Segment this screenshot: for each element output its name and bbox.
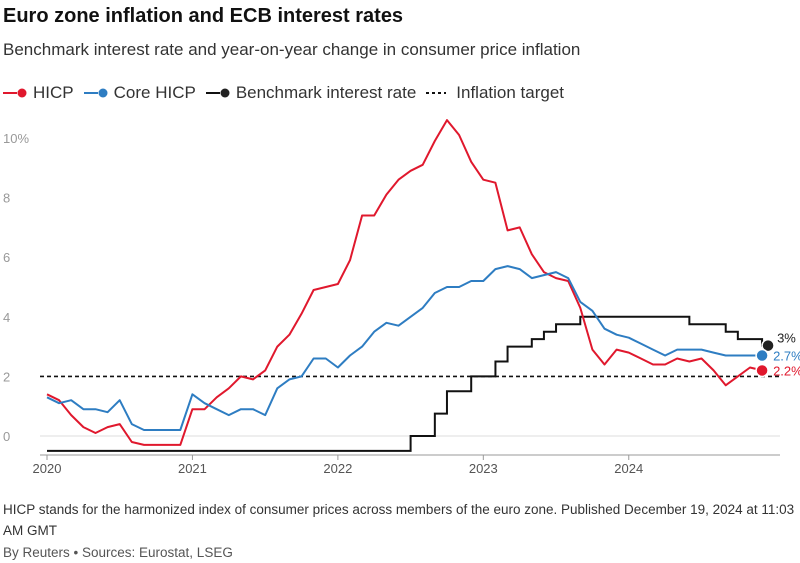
y-tick-label: 8	[3, 191, 10, 206]
benchmark-rate-end-label: 3%	[777, 331, 796, 346]
y-tick-label: 10%	[3, 131, 29, 146]
legend-item-hicp[interactable]: HICP	[3, 83, 74, 103]
legend: HICP Core HICP Benchmark interest rate I…	[3, 83, 574, 103]
hicp-end-point	[755, 363, 769, 378]
benchmark-rate-end-point	[761, 338, 775, 353]
chart-subtitle: Benchmark interest rate and year-on-year…	[3, 40, 581, 59]
y-tick-label: 0	[3, 429, 10, 444]
inflation-target-swatch-icon	[426, 92, 447, 94]
x-tick-label: 2021	[178, 461, 207, 476]
chart-credit: By Reuters • Sources: Eurostat, LSEG	[3, 545, 233, 560]
chart-footnote: HICP stands for the harmonized index of …	[3, 502, 795, 538]
x-tick-label: 2024	[614, 461, 643, 476]
hicp-end-label: 2.2%	[773, 363, 800, 378]
legend-label-hicp: HICP	[33, 83, 74, 102]
chart-title: Euro zone inflation and ECB interest rat…	[3, 5, 404, 27]
hicp-series-line	[46, 119, 763, 446]
legend-item-benchmark-rate[interactable]: Benchmark interest rate	[205, 83, 417, 103]
legend-label-inflation-target: Inflation target	[456, 83, 565, 102]
y-tick-label: 4	[3, 310, 10, 325]
y-tick-label: 6	[3, 250, 10, 265]
legend-item-inflation-target[interactable]: Inflation target	[426, 83, 564, 103]
core-series-line	[46, 265, 763, 431]
benchmark-rate-line	[47, 315, 764, 452]
core-end-point	[755, 348, 769, 363]
core-hicp-swatch-icon	[83, 88, 108, 98]
legend-label-benchmark-rate: Benchmark interest rate	[235, 83, 417, 102]
x-tick-label: 2023	[469, 461, 498, 476]
y-tick-label: 2	[3, 369, 10, 384]
core-end-label: 2.7%	[773, 349, 800, 364]
legend-label-core-hicp: Core HICP	[113, 83, 196, 102]
benchmark-rate-swatch-icon	[205, 88, 230, 98]
x-tick-label: 2020	[33, 461, 62, 476]
legend-item-core-hicp[interactable]: Core HICP	[83, 83, 196, 103]
hicp-swatch-icon	[3, 88, 27, 98]
x-tick-label: 2022	[323, 461, 352, 476]
